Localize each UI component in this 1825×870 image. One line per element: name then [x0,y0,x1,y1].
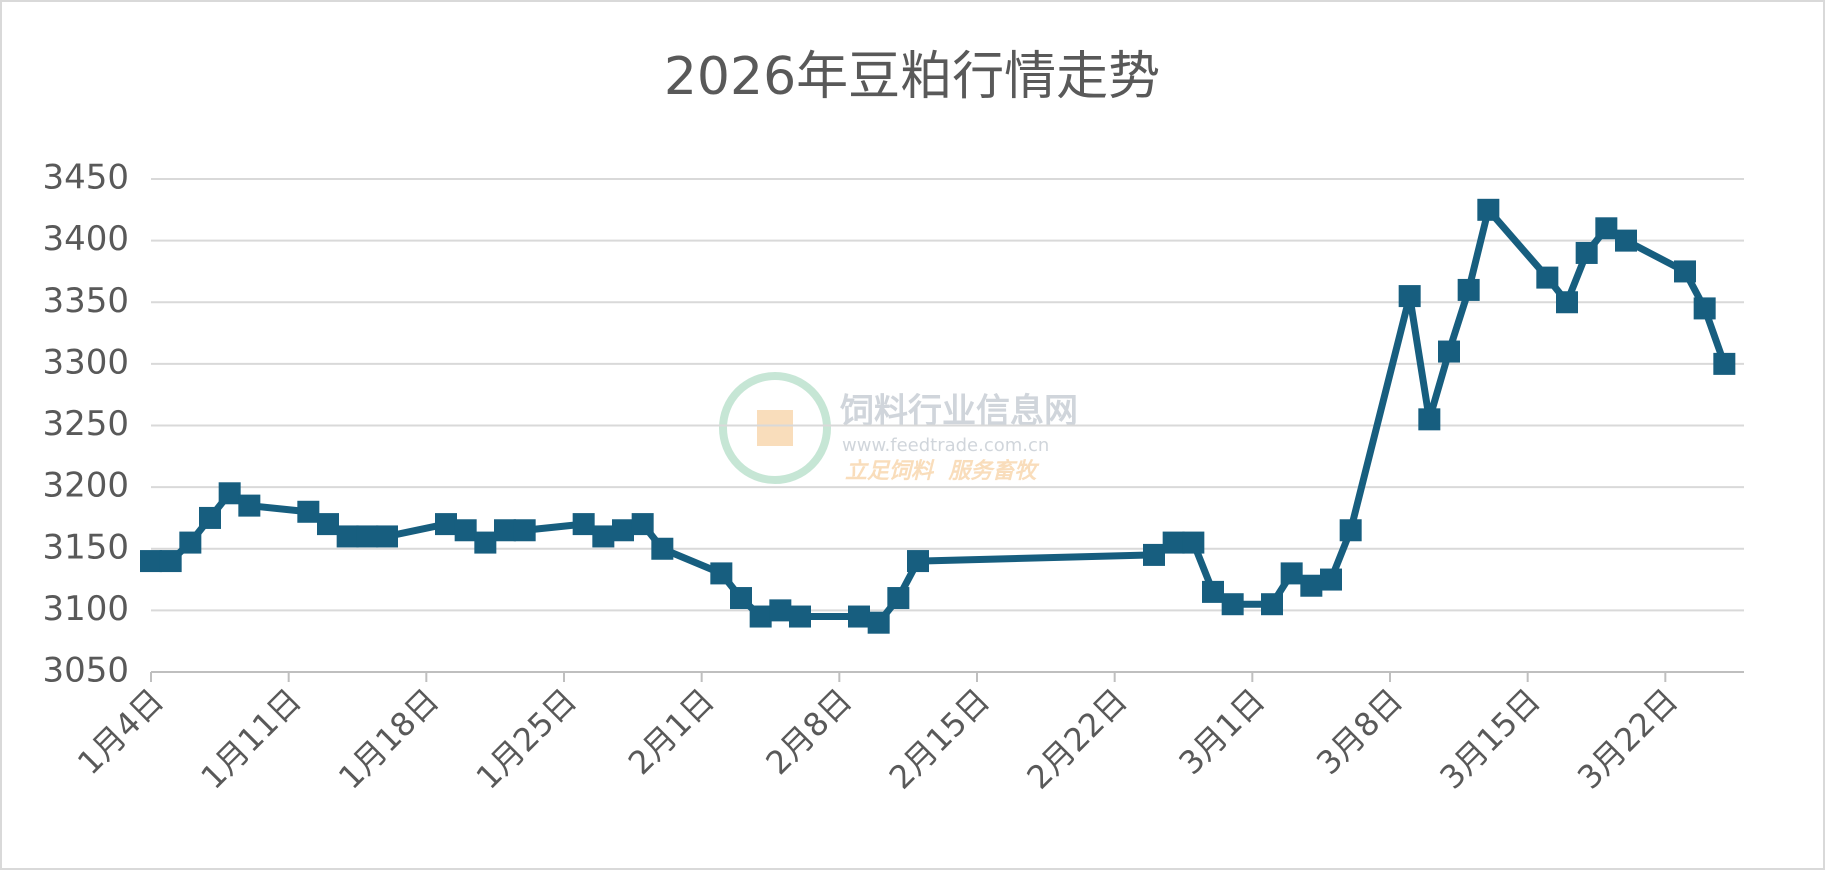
y-tick-label: 3100 [42,589,129,629]
y-tick-label: 3300 [42,342,129,382]
marker [749,605,772,628]
marker [297,500,320,523]
marker [1536,266,1559,289]
y-tick-label: 3250 [42,404,129,444]
marker [887,587,910,610]
marker [1162,531,1185,554]
y-tick-label: 3350 [42,281,129,321]
marker [572,513,595,536]
y-tick-label: 3400 [42,219,129,259]
marker [730,587,752,610]
marker [1182,531,1205,554]
marker [1457,278,1480,301]
marker [1575,241,1598,264]
marker [769,599,792,622]
marker [1261,593,1283,616]
marker [789,605,811,628]
marker [867,611,890,634]
marker [336,525,359,548]
marker [907,550,929,573]
marker [1477,198,1500,221]
marker [1202,580,1224,603]
marker [199,506,221,529]
watermark-logo [757,410,793,446]
marker [1398,285,1421,308]
marker [179,531,202,554]
marker [710,562,733,585]
y-tick-label: 3150 [42,527,129,567]
marker [612,519,634,542]
marker [1221,593,1244,616]
watermark: 饲料行业信息网 www.feedtrade.com.cn 立足饲料 服务畜牧 [719,372,1078,484]
marker [592,525,615,548]
marker [1339,519,1362,542]
marker [376,525,398,548]
marker [435,513,457,536]
marker [1418,408,1441,431]
watermark-logo [719,372,831,484]
marker [1320,568,1342,591]
marker [454,519,477,542]
marker [218,482,241,505]
y-tick-label: 3200 [42,466,129,506]
marker [1143,543,1165,566]
marker [1280,562,1303,585]
marker [1556,291,1578,314]
y-tick-label: 3050 [42,651,129,691]
marker [651,537,674,560]
marker [1693,297,1716,320]
watermark-url: www.feedtrade.com.cn [842,435,1049,456]
marker [1615,229,1637,252]
marker [317,513,339,536]
marker [848,605,870,628]
marker [1438,340,1460,363]
marker [159,550,182,573]
watermark-slogan: 立足饲料 服务畜牧 [845,458,1040,484]
marker [1713,352,1736,375]
marker [238,494,261,517]
marker [1674,260,1696,283]
marker [140,550,162,573]
marker [494,519,516,542]
y-tick-label: 3450 [42,158,129,198]
marker [631,513,654,536]
marker [513,519,536,542]
marker [1595,217,1618,240]
marker [356,525,379,548]
chart-title: 2026年豆粕行情走势 [664,47,1160,107]
marker [1300,574,1323,597]
marker [474,531,497,554]
